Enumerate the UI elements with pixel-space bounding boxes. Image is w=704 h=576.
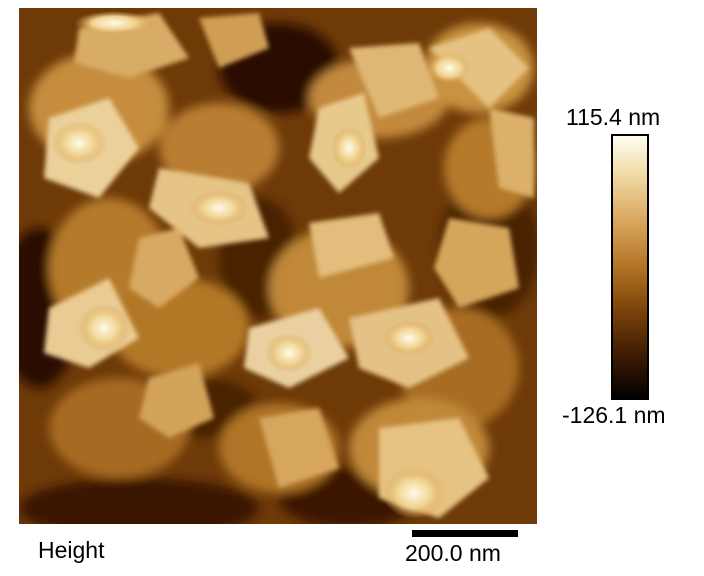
scale-bar-label: 200.0 nm (405, 540, 501, 566)
colorbar-min-label: -126.1 nm (562, 402, 666, 428)
channel-label: Height (38, 537, 105, 563)
afm-height-image (19, 8, 537, 524)
colorbar-max-label: 115.4 nm (566, 104, 661, 130)
height-colorbar (611, 134, 649, 400)
afm-topography-svg (19, 8, 537, 524)
scale-bar (412, 530, 518, 537)
